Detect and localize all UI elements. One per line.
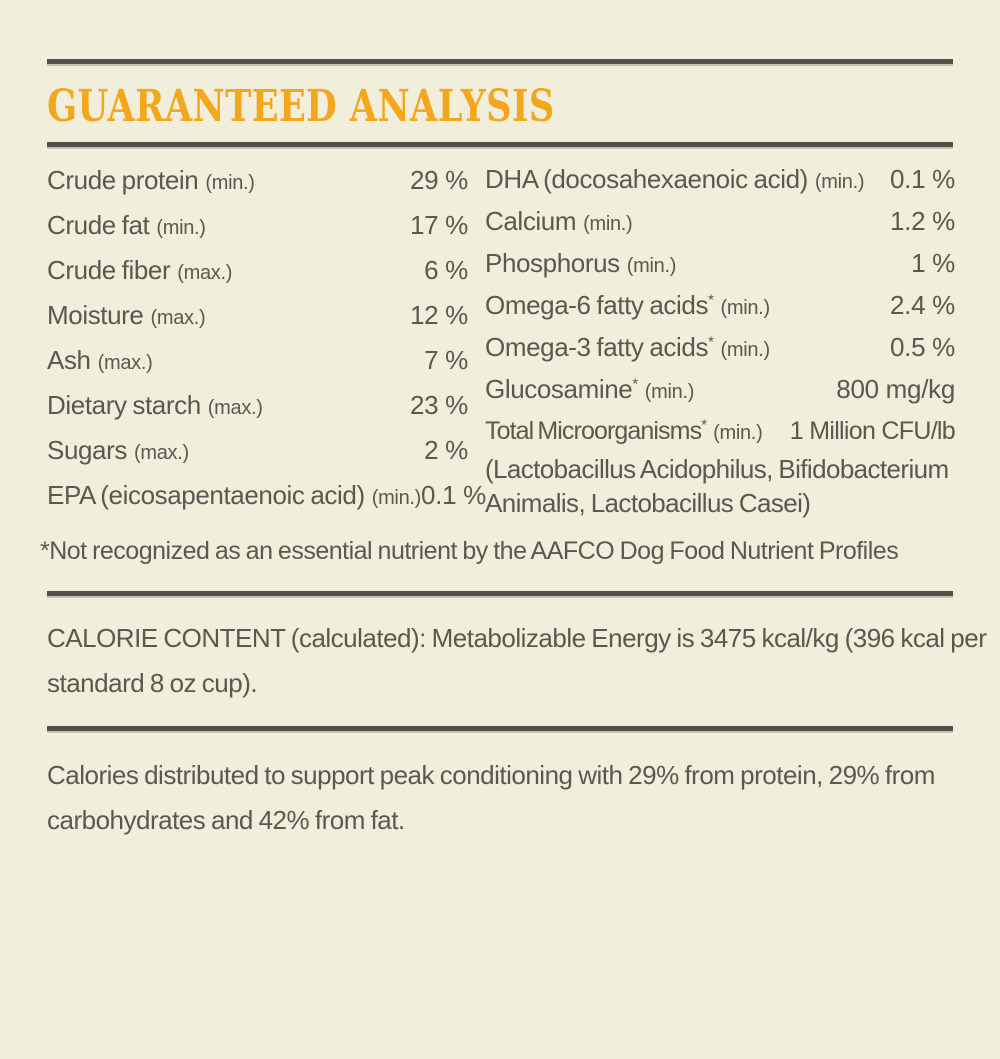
nutrient-value: 6 % [424,255,468,285]
calorie-content-line: CALORIE CONTENT (calculated): Metaboliza… [47,623,987,653]
nutrient-row: Ash (max.) 7 % [47,338,468,383]
nutrient-row: DHA (docosahexaenoic acid) (min.) 0.1 % [485,158,955,200]
footnote-asterisk: * [632,374,638,392]
divider-top [47,59,953,64]
nutrient-qualifier: (min.) [205,172,255,194]
footnote-asterisk: * [708,290,714,308]
nutrient-qualifier: (max.) [150,307,206,329]
nutrient-value: 1 Million CFU/lb [789,416,956,445]
nutrient-value: 1.2 % [890,205,955,236]
nutrient-qualifier: (min.) [371,487,422,509]
footnote-asterisk: * [701,416,707,434]
nutrient-value: 800 mg/kg [836,373,955,404]
divider-under-title [47,142,953,147]
analysis-table: Crude protein (min.) 29 % Crude fat (min.) 17… [47,158,956,520]
nutrient-label: Omega-6 fatty acids* (min.) [485,289,771,320]
nutrient-row: Calcium (min.) 1.2 % [485,200,955,242]
nutrient-label: Sugars (max.) [47,435,189,465]
nutrient-value: 7 % [424,345,468,375]
nutrient-label: Phosphorus (min.) [485,247,677,278]
nutrient-value: 17 % [409,210,468,240]
nutrient-detail: Animalis, Lactobacillus Casei) [485,488,811,518]
nutrient-label: Glucosamine* (min.) [485,373,695,404]
calorie-content-paragraph: CALORIE CONTENT (calculated): Metaboliza… [47,616,987,706]
nutrient-label: Ash (max.) [47,345,153,375]
nutrient-qualifier: (max.) [207,397,263,419]
nutrient-value: 2 % [424,435,468,465]
calorie-distribution-paragraph: Calories distributed to support peak con… [47,753,953,843]
nutrient-qualifier: (min.) [814,170,865,193]
nutrient-label: Calcium (min.) [485,205,633,236]
footnote-asterisk: * [708,332,714,350]
nutrient-value: 0.1 % [890,163,955,194]
nutrient-value: 12 % [409,300,468,330]
nutrient-label: EPA (eicosapentaenoic acid) (min.) [47,480,422,510]
nutrient-value: 1 % [911,247,955,278]
nutrient-row: Glucosamine* (min.) 800 mg/kg [485,368,955,410]
divider-calorie-content [47,591,953,596]
nutrient-label: Dietary starch (max.) [47,390,263,420]
nutrient-qualifier: (min.) [713,421,763,444]
nutrient-row: EPA (eicosapentaenoic acid) (min.) 0.1 % [47,473,486,518]
nutrient-row: Crude fiber (max.) 6 % [47,248,468,293]
nutrient-label: Crude fiber (max.) [47,255,233,285]
nutrient-value: 0.1 % [421,480,487,510]
nutrient-row: Sugars (max.) 2 % [47,428,468,473]
calorie-distribution-line: Calories distributed to support peak con… [47,760,935,790]
aafco-footnote: *Not recognized as an essential nutrient… [40,537,899,565]
nutrient-qualifier: (min.) [720,338,771,361]
nutrient-label: Total Microorganisms* (min.) [485,416,763,445]
section-header: GUARANTEED ANALYSIS [47,85,953,129]
nutrient-row: Phosphorus (min.) 1 % [485,242,955,284]
nutrient-value: 29 % [409,165,468,195]
nutrient-qualifier: (min.) [156,217,206,239]
calorie-content-line: standard 8 oz cup). [47,668,258,698]
nutrient-value: 23 % [409,390,468,420]
nutrient-qualifier: (min.) [720,296,771,319]
nutrient-row: Moisture (max.) 12 % [47,293,468,338]
nutrient-qualifier: (max.) [97,352,153,374]
nutrient-label: Crude protein (min.) [47,165,255,195]
nutrient-qualifier: (min.) [626,254,677,277]
analysis-column-left: Crude protein (min.) 29 % Crude fat (min.) 17… [47,158,486,520]
nutrient-row: Omega-6 fatty acids* (min.) 2.4 % [485,284,955,326]
nutrient-row: Crude protein (min.) 29 % [47,158,468,203]
nutrient-label: Omega-3 fatty acids* (min.) [485,331,771,362]
nutrient-label: Crude fat (min.) [47,210,206,240]
nutrient-row: Omega-3 fatty acids* (min.) 0.5 % [485,326,955,368]
nutrient-row: Dietary starch (max.) 23 % [47,383,468,428]
nutrient-label: DHA (docosahexaenoic acid) (min.) [485,163,865,194]
divider-calorie-distribution [47,726,953,731]
nutrition-label: GUARANTEED ANALYSIS Crude protein (min.) 2… [0,59,1000,1059]
nutrient-detail: (Lactobacillus Acidophilus, Bifidobacter… [485,454,949,484]
nutrient-row: Total Microorganisms* (min.) 1 Million CFU… [485,410,956,452]
nutrient-row: Crude fat (min.) 17 % [47,203,468,248]
analysis-column-right: DHA (docosahexaenoic acid) (min.) 0.1 % Cal… [485,158,956,520]
nutrient-qualifier: (min.) [644,380,695,403]
page-title: GUARANTEED ANALYSIS [47,81,555,132]
nutrient-qualifier: (max.) [177,262,233,284]
nutrient-qualifier: (min.) [583,212,633,235]
nutrient-value: 0.5 % [890,331,955,362]
calorie-distribution-line: carbohydrates and 42% from fat. [47,805,405,835]
nutrient-label: Moisture (max.) [47,300,206,330]
nutrient-value: 2.4 % [890,289,955,320]
nutrient-qualifier: (max.) [133,442,189,464]
